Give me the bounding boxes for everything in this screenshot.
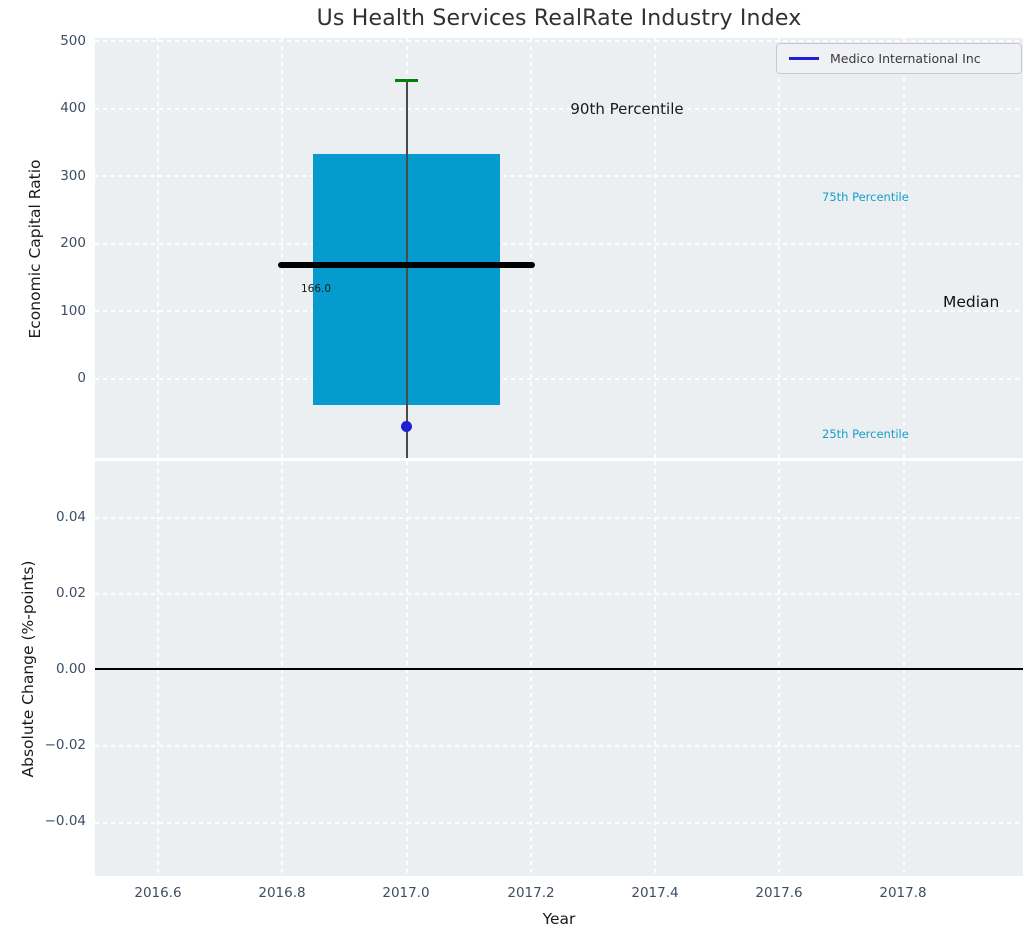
annotation-90th-percentile: 90th Percentile [570, 100, 684, 118]
annotation-median-value: 166.0 [301, 283, 332, 295]
x-tick-2017-0: 2017.0 [382, 885, 430, 901]
gridline-horizontal [95, 593, 1023, 595]
legend: Medico International Inc [776, 43, 1022, 74]
gridline-vertical [530, 38, 532, 458]
y-tick-top-500: 500 [60, 33, 86, 49]
gridline-vertical [157, 38, 159, 458]
y-tick-bottom-004: 0.04 [55, 509, 86, 525]
y-tick-top-400: 400 [60, 100, 86, 116]
legend-label: Medico International Inc [830, 51, 981, 66]
y-tick-bottom-000: 0.00 [55, 661, 86, 677]
gridline-horizontal [95, 243, 1023, 245]
zero-reference-line [95, 668, 1023, 670]
gridline-horizontal [95, 40, 1023, 42]
annotation-75th-percentile: 75th Percentile [822, 190, 909, 204]
top-plot-area: 90th Percentile 75th Percentile Median 2… [95, 38, 1023, 458]
y-tick-top-300: 300 [60, 168, 86, 184]
gridline-vertical [778, 38, 780, 458]
y-tick-bottom-n004: −0.04 [44, 813, 86, 829]
x-axis-label: Year [542, 910, 576, 928]
y-tick-bottom-n002: −0.02 [44, 737, 86, 753]
x-tick-2017-8: 2017.8 [879, 885, 927, 901]
gridline-horizontal [95, 175, 1023, 177]
y-tick-top-200: 200 [60, 235, 86, 251]
whisker-line [406, 80, 408, 458]
gridline-horizontal [95, 517, 1023, 519]
median-line [278, 262, 535, 268]
gridline-horizontal [95, 745, 1023, 747]
gridline-vertical [903, 38, 905, 458]
whisker-cap-90th [395, 79, 418, 82]
x-tick-2017-6: 2017.6 [755, 885, 803, 901]
annotation-median: Median [943, 293, 1000, 311]
gridline-horizontal [95, 310, 1023, 312]
x-tick-2016-6: 2016.6 [134, 885, 182, 901]
x-tick-2017-4: 2017.4 [631, 885, 679, 901]
y-tick-top-0: 0 [77, 370, 86, 386]
annotation-25th-percentile: 25th Percentile [822, 427, 909, 441]
gridline-horizontal [95, 108, 1023, 110]
company-data-point [401, 421, 412, 432]
gridline-vertical [281, 38, 283, 458]
gridline-horizontal [95, 822, 1023, 824]
bottom-plot-area [95, 461, 1023, 876]
x-tick-2016-8: 2016.8 [258, 885, 306, 901]
chart-title: Us Health Services RealRate Industry Ind… [316, 6, 802, 31]
gridline-vertical [654, 38, 656, 458]
x-tick-2017-2: 2017.2 [507, 885, 555, 901]
gridline-horizontal [95, 378, 1023, 380]
y-tick-bottom-002: 0.02 [55, 585, 86, 601]
y-tick-top-100: 100 [60, 303, 86, 319]
legend-line-swatch [789, 57, 819, 60]
